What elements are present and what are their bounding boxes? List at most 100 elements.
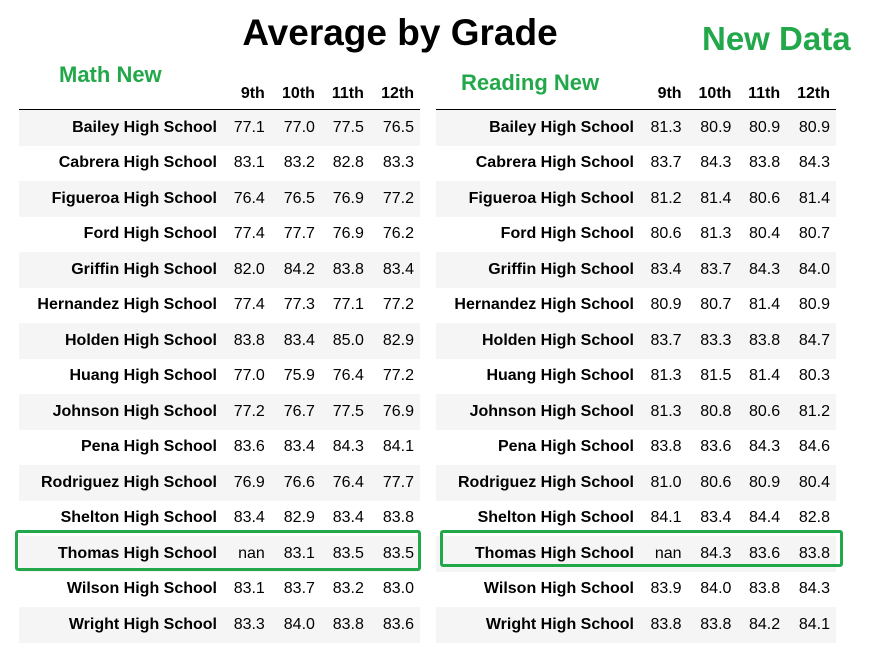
new-data-tag: New Data	[702, 20, 851, 57]
score-cell: 77.2	[369, 287, 420, 323]
table-row: Wright High School 83.3 84.0 83.8 83.6	[19, 607, 420, 643]
school-name-cell: Pena High School	[436, 429, 640, 465]
school-name-cell: Ford High School	[19, 216, 223, 252]
reading-header-11th: 11th	[737, 74, 787, 110]
table-row: Wright High School 83.8 83.8 84.2 84.1	[436, 607, 836, 643]
score-cell: 84.3	[786, 571, 836, 607]
score-cell: 83.3	[369, 145, 420, 181]
table-row: Pena High School 83.6 83.4 84.3 84.1	[19, 429, 420, 465]
score-cell: 80.7	[786, 216, 836, 252]
table-row: Griffin High School 83.4 83.7 84.3 84.0	[436, 252, 836, 288]
score-cell: 83.8	[640, 607, 688, 643]
score-cell: 84.3	[786, 145, 836, 181]
school-name-cell: Thomas High School	[19, 536, 223, 572]
score-cell: 83.6	[687, 429, 738, 465]
score-cell: 77.0	[270, 109, 321, 146]
score-cell: 76.2	[369, 216, 420, 252]
score-cell: 77.5	[320, 394, 370, 430]
table-row: Griffin High School 82.0 84.2 83.8 83.4	[19, 252, 420, 288]
math-header-11th: 11th	[320, 74, 370, 110]
score-cell: 83.2	[270, 145, 321, 181]
math-table: 9th 10th 11th 12th Bailey High School 77.…	[19, 74, 420, 643]
score-cell: 77.5	[320, 109, 370, 146]
math-highlight-box	[15, 530, 421, 571]
school-name-cell: Bailey High School	[436, 109, 640, 146]
math-table-body: Bailey High School 77.1 77.0 77.5 76.5 Cabrer…	[19, 109, 420, 643]
math-header-9th: 9th	[223, 74, 271, 110]
score-cell: 84.0	[270, 607, 321, 643]
score-cell: 76.9	[320, 216, 370, 252]
score-cell: 84.2	[737, 607, 787, 643]
school-name-cell: Wilson High School	[19, 571, 223, 607]
score-cell: 83.8	[687, 607, 738, 643]
score-cell: 83.7	[640, 145, 688, 181]
score-cell: 76.9	[223, 465, 271, 501]
score-cell: 83.3	[687, 323, 738, 359]
table-row: Rodriguez High School 81.0 80.6 80.9 80.4	[436, 465, 836, 501]
score-cell: 77.4	[223, 216, 271, 252]
score-cell: 84.0	[786, 252, 836, 288]
score-cell: 83.2	[320, 571, 370, 607]
score-cell: 83.8	[320, 607, 370, 643]
score-cell: 83.7	[687, 252, 738, 288]
reading-header-10th: 10th	[687, 74, 738, 110]
score-cell: 80.8	[687, 394, 738, 430]
math-header-10th: 10th	[270, 74, 321, 110]
score-cell: 80.6	[640, 216, 688, 252]
school-name-cell: Holden High School	[19, 323, 223, 359]
school-name-cell: Huang High School	[19, 358, 223, 394]
score-cell: 76.6	[270, 465, 321, 501]
score-cell: 82.8	[320, 145, 370, 181]
school-name-cell: Wright High School	[19, 607, 223, 643]
school-name-cell: Cabrera High School	[436, 145, 640, 181]
score-cell: 83.7	[640, 323, 688, 359]
page-title: Average by Grade	[242, 12, 558, 53]
score-cell: 85.0	[320, 323, 370, 359]
score-cell: 81.3	[640, 358, 688, 394]
score-cell: 81.5	[687, 358, 738, 394]
score-cell: 83.6	[223, 429, 271, 465]
reading-header-index	[436, 74, 640, 110]
school-name-cell: Bailey High School	[19, 109, 223, 146]
math-header-index	[19, 74, 223, 110]
table-row: Johnson High School 77.2 76.7 77.5 76.9	[19, 394, 420, 430]
score-cell: 80.6	[737, 181, 787, 217]
score-cell: 75.9	[270, 358, 321, 394]
score-cell: 77.4	[223, 287, 271, 323]
school-name-cell: Huang High School	[436, 358, 640, 394]
school-name-cell: Wright High School	[436, 607, 640, 643]
score-cell: 77.2	[223, 394, 271, 430]
school-name-cell: Johnson High School	[436, 394, 640, 430]
table-row: Rodriguez High School 76.9 76.6 76.4 77.7	[19, 465, 420, 501]
table-row: Bailey High School 77.1 77.0 77.5 76.5	[19, 109, 420, 146]
table-row: Johnson High School 81.3 80.8 80.6 81.2	[436, 394, 836, 430]
score-cell: 83.7	[270, 571, 321, 607]
score-cell: 76.7	[270, 394, 321, 430]
table-row: Ford High School 77.4 77.7 76.9 76.2	[19, 216, 420, 252]
score-cell: 77.2	[369, 181, 420, 217]
score-cell: 81.3	[687, 216, 738, 252]
score-cell: 83.6	[369, 607, 420, 643]
score-cell: 83.1	[223, 145, 271, 181]
score-cell: 77.7	[369, 465, 420, 501]
score-cell: 80.9	[640, 287, 688, 323]
score-cell: 80.7	[687, 287, 738, 323]
score-cell: 83.3	[223, 607, 271, 643]
score-cell: 84.2	[270, 252, 321, 288]
score-cell: 76.9	[369, 394, 420, 430]
score-cell: 84.3	[687, 145, 738, 181]
school-name-cell: Griffin High School	[19, 252, 223, 288]
score-cell: 80.9	[786, 109, 836, 146]
table-row: Bailey High School 81.3 80.9 80.9 80.9	[436, 109, 836, 146]
score-cell: 84.1	[786, 607, 836, 643]
score-cell: 83.8	[737, 323, 787, 359]
table-row: Ford High School 80.6 81.3 80.4 80.7	[436, 216, 836, 252]
score-cell: 81.4	[737, 358, 787, 394]
score-cell: 83.9	[640, 571, 688, 607]
table-row: Figueroa High School 76.4 76.5 76.9 77.2	[19, 181, 420, 217]
school-name-cell: Rodriguez High School	[19, 465, 223, 501]
score-cell: 81.2	[640, 181, 688, 217]
school-name-cell: Johnson High School	[19, 394, 223, 430]
score-cell: 76.4	[320, 358, 370, 394]
score-cell: 81.0	[640, 465, 688, 501]
